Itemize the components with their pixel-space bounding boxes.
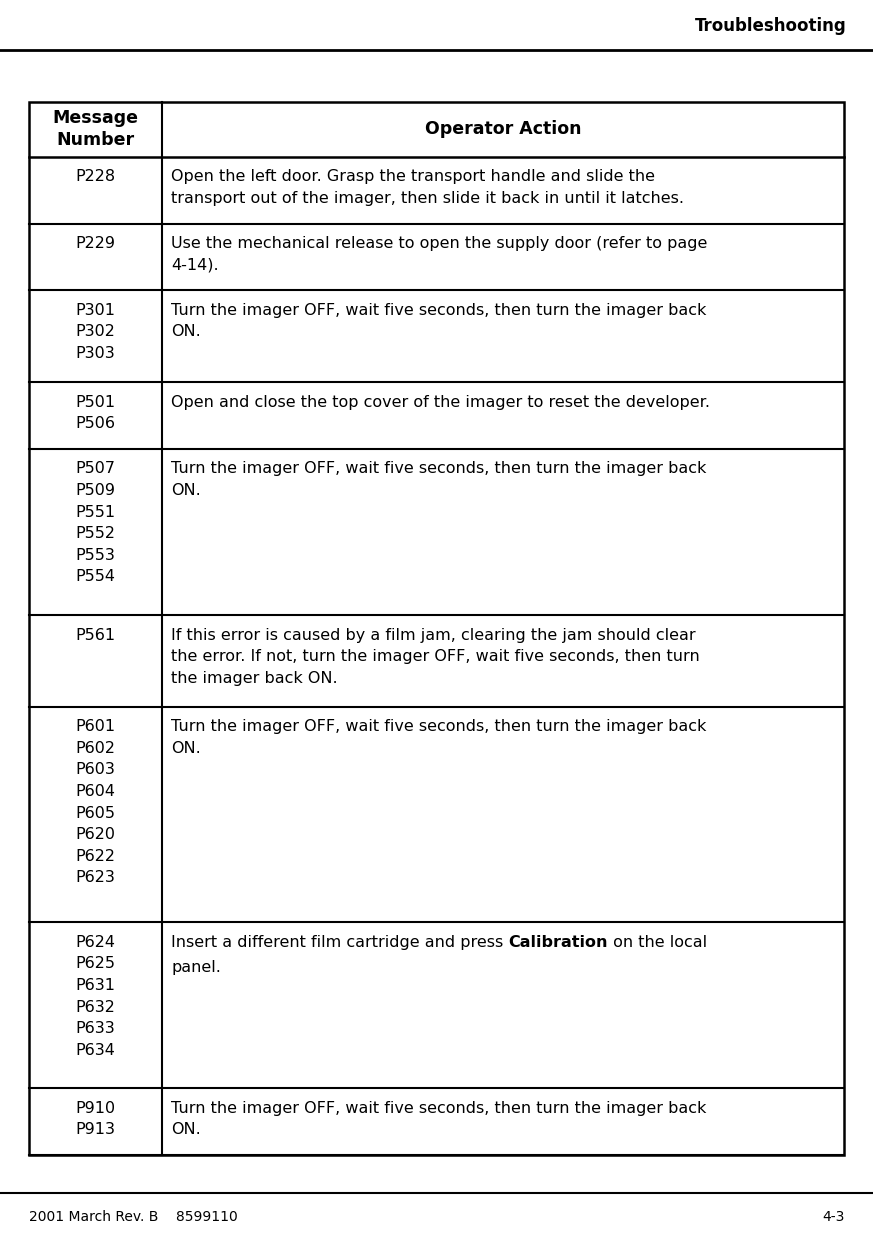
Text: panel.: panel. [171, 960, 221, 975]
Text: Turn the imager OFF, wait five seconds, then turn the imager back
ON.: Turn the imager OFF, wait five seconds, … [171, 720, 706, 756]
Text: Message
Number: Message Number [52, 110, 139, 149]
Text: Turn the imager OFF, wait five seconds, then turn the imager back
ON.: Turn the imager OFF, wait five seconds, … [171, 303, 706, 340]
Text: on the local: on the local [608, 935, 707, 950]
Bar [29, 102, 844, 1155]
Text: Troubleshooting: Troubleshooting [695, 17, 847, 35]
Text: P601
P602
P603
P604
P605
P620
P622
P623: P601 P602 P603 P604 P605 P620 P622 P623 [76, 720, 115, 885]
Text: Operator Action: Operator Action [425, 121, 581, 138]
Text: P507
P509
P551
P552
P553
P554: P507 P509 P551 P552 P553 P554 [76, 462, 115, 584]
Text: If this error is caused by a film jam, clearing the jam should clear
the error. : If this error is caused by a film jam, c… [171, 627, 700, 686]
Text: P229: P229 [76, 237, 115, 251]
Text: P501
P506: P501 P506 [76, 395, 115, 431]
Text: Open the left door. Grasp the transport handle and slide the
transport out of th: Open the left door. Grasp the transport … [171, 169, 684, 205]
Text: 4-3: 4-3 [821, 1210, 844, 1224]
Text: Calibration: Calibration [508, 935, 608, 950]
Text: P624
P625
P631
P632
P633
P634: P624 P625 P631 P632 P633 P634 [76, 935, 115, 1058]
Text: Insert a different film cartridge and press: Insert a different film cartridge and pr… [171, 935, 508, 950]
Text: P561: P561 [76, 627, 115, 642]
Text: P301
P302
P303: P301 P302 P303 [76, 303, 115, 361]
Text: Turn the imager OFF, wait five seconds, then turn the imager back
ON.: Turn the imager OFF, wait five seconds, … [171, 1101, 706, 1138]
Text: Turn the imager OFF, wait five seconds, then turn the imager back
ON.: Turn the imager OFF, wait five seconds, … [171, 462, 706, 498]
Text: P910
P913: P910 P913 [76, 1101, 115, 1138]
Text: Open and close the top cover of the imager to reset the developer.: Open and close the top cover of the imag… [171, 395, 710, 410]
Text: P228: P228 [76, 169, 115, 184]
Text: 2001 March Rev. B    8599110: 2001 March Rev. B 8599110 [29, 1210, 237, 1224]
Text: Use the mechanical release to open the supply door (refer to page
4-14).: Use the mechanical release to open the s… [171, 237, 707, 273]
